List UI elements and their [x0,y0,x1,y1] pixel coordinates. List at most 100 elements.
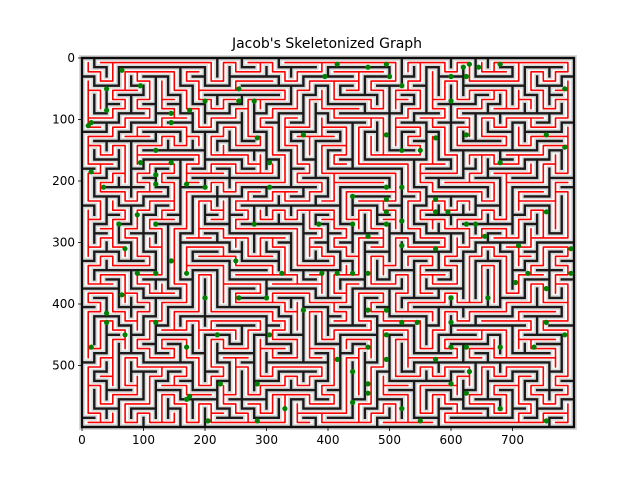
y-tick-label: 400 [52,297,75,311]
graph-node [466,369,472,375]
graph-node [282,406,288,412]
skeleton-paths [87,61,569,424]
graph-node [476,64,482,70]
graph-node [433,356,439,362]
graph-node [187,393,193,399]
graph-node [448,295,454,301]
graph-node [460,64,466,70]
graph-node [263,295,270,301]
graph-node [365,233,371,239]
graph-node [497,61,503,67]
graph-node [168,160,174,166]
graph-node [448,344,454,350]
graph-node [562,144,568,150]
graph-node [202,295,208,301]
graph-node [122,332,128,338]
graph-node [497,344,503,350]
graph-node [350,221,356,227]
chart-title: Jacob's Skeletonized Graph [231,36,422,52]
graph-node [153,172,159,178]
graph-node [236,295,242,301]
graph-node [254,418,260,424]
graph-node [350,399,356,405]
graph-node [513,279,519,286]
graph-node [383,61,389,67]
graph-node [448,319,454,325]
graph-node [531,344,537,350]
graph-node [104,310,110,316]
graph-node [399,243,405,249]
graph-node [319,270,325,276]
graph-node [497,406,503,412]
graph-node [119,67,125,73]
graph-node [134,270,140,276]
graph-node [433,209,439,215]
graph-node [350,369,356,375]
graph-node [399,83,405,89]
y-tick-label: 500 [52,359,75,373]
graph-node [473,221,479,227]
graph-node [134,212,140,218]
graph-node [254,381,260,387]
graph-node [386,73,393,80]
y-tick-label: 100 [52,113,75,127]
graph-node [448,98,454,104]
graph-node [433,246,439,252]
graph-node [365,64,371,70]
graph-node [267,184,273,190]
graph-node [383,307,389,313]
graph-node [448,73,454,80]
y-axis: 0 100 200 300 400 500 [52,51,82,373]
graph-node [383,332,389,338]
graph-node [399,218,405,224]
graph-node [399,147,405,153]
graph-node [482,233,488,239]
graph-node [463,221,469,227]
graph-node [267,332,273,338]
graph-node [516,243,522,249]
graph-node [417,147,423,153]
graph-node [168,120,174,126]
graph-node [365,381,371,387]
graph-node [267,160,273,166]
graph-node [365,307,371,313]
graph-node [448,381,454,387]
graph-node [466,61,472,67]
skeleton-path [87,61,569,424]
graph-node [153,221,159,227]
graph-node [153,319,159,325]
graph-node [187,107,193,113]
graph-node [543,319,549,325]
y-tick-label: 0 [67,51,75,65]
graph-node [334,356,340,362]
graph-node [334,61,340,67]
graph-node [543,132,549,138]
graph-node [205,418,211,424]
graph-node [104,107,110,113]
graph-node [562,332,568,338]
graph-node [300,132,306,138]
x-tick-label: 600 [440,433,463,447]
graph-node [153,181,159,187]
graph-node [322,73,328,80]
graph-node [463,390,469,396]
graph-node [568,246,574,252]
x-tick-label: 300 [255,433,278,447]
x-axis: 0 100 200 300 400 500 600 700 [78,427,524,447]
graph-node [168,258,174,264]
graph-node [236,86,242,92]
graph-node [433,196,439,202]
plot-area [79,55,577,430]
graph-node [543,286,549,292]
x-tick-label: 700 [501,433,524,447]
graph-node [100,184,107,190]
graph-node [463,73,469,80]
graph-node [184,344,190,350]
graph-node [251,221,257,227]
x-tick-label: 200 [194,433,217,447]
graph-node [233,258,239,264]
y-tick-label: 200 [52,174,75,188]
graph-node [168,110,174,116]
graph-node [153,270,159,276]
